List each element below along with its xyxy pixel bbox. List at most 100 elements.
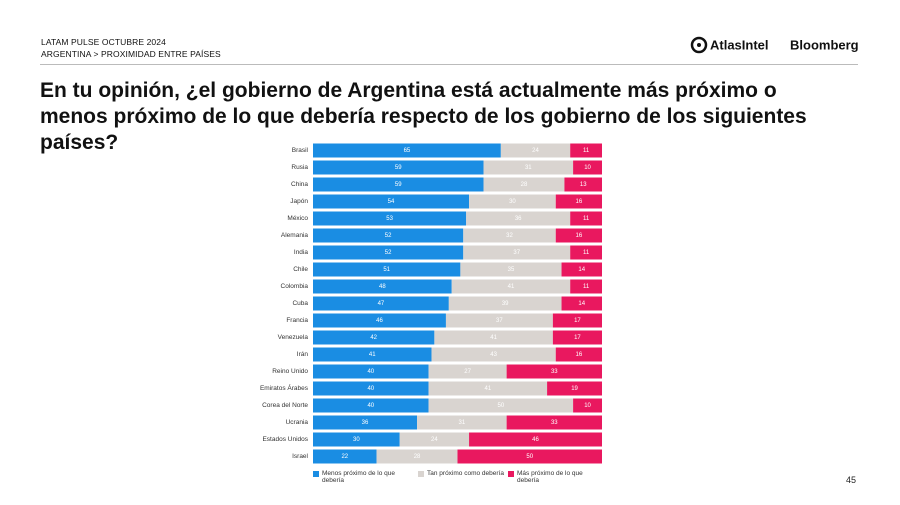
value-label: 36 <box>362 420 369 426</box>
bar-segment <box>466 211 571 226</box>
category-label: México <box>287 215 308 222</box>
value-label: 16 <box>576 233 583 239</box>
value-label: 10 <box>584 403 591 409</box>
category-label: Irán <box>297 351 309 358</box>
value-label: 17 <box>574 318 581 324</box>
survey-label: LATAM PULSE OCTUBRE 2024 <box>41 37 166 47</box>
value-label: 37 <box>496 318 503 324</box>
atlas-logo: AtlasIntel <box>710 37 769 52</box>
value-label: 11 <box>583 148 590 154</box>
bar-segment <box>313 347 432 362</box>
legend-label: Menos próximo de lo que debería <box>322 470 395 484</box>
bar-segment <box>552 330 602 345</box>
value-label: 42 <box>370 335 377 341</box>
value-label: 35 <box>508 267 515 273</box>
value-label: 40 <box>367 403 374 409</box>
category-label: Francia <box>286 317 308 324</box>
bar-segment <box>313 177 484 192</box>
bar-segment <box>428 364 507 379</box>
category-label: Venezuela <box>278 334 309 341</box>
bar-segment <box>434 330 553 345</box>
bar-segment <box>483 160 574 175</box>
value-label: 37 <box>513 250 520 256</box>
category-label: Japón <box>290 198 308 205</box>
value-label: 59 <box>395 165 402 171</box>
value-label: 39 <box>502 301 509 307</box>
value-label: 28 <box>414 454 421 460</box>
category-label: China <box>291 181 308 188</box>
value-label: 16 <box>576 199 583 205</box>
bar-segment <box>555 194 602 209</box>
bar-segment <box>547 381 602 396</box>
legend-item: Menos próximo de lo que debería <box>313 470 402 484</box>
category-label: Corea del Norte <box>262 402 308 409</box>
bar-segment <box>570 279 602 294</box>
value-label: 14 <box>578 267 585 273</box>
value-label: 52 <box>385 250 392 256</box>
bar-segment <box>463 228 556 243</box>
value-label: 47 <box>378 301 385 307</box>
value-label: 50 <box>526 454 533 460</box>
bar-segment <box>500 143 571 158</box>
bar-segment <box>573 160 602 175</box>
bar-segment <box>445 313 553 328</box>
category-label: Ucrania <box>286 419 309 426</box>
value-label: 31 <box>458 420 465 426</box>
legend-item: Tan próximo como debería <box>418 470 507 477</box>
value-label: 32 <box>506 233 513 239</box>
value-label: 24 <box>431 437 438 443</box>
bar-segment <box>313 313 446 328</box>
bar-segment <box>460 262 562 277</box>
bar-segment <box>451 279 571 294</box>
bar-segment <box>376 449 458 464</box>
bar-segment <box>448 296 562 311</box>
bar-segment <box>313 245 464 260</box>
value-label: 41 <box>485 386 492 392</box>
value-label: 36 <box>515 216 522 222</box>
legend-swatch <box>508 471 514 477</box>
bar-segment <box>561 296 602 311</box>
value-label: 11 <box>583 250 590 256</box>
bar-segment <box>313 211 467 226</box>
value-label: 41 <box>369 352 376 358</box>
value-label: 52 <box>385 233 392 239</box>
bar-segment <box>506 364 602 379</box>
category-label: Brasil <box>292 147 309 154</box>
atlas-icon-dot <box>697 43 701 47</box>
value-label: 17 <box>574 335 581 341</box>
value-label: 40 <box>367 369 374 375</box>
bar-segment <box>313 143 501 158</box>
category-label: Estados Unidos <box>262 436 308 443</box>
legend-swatch <box>418 471 424 477</box>
value-label: 41 <box>490 335 497 341</box>
bar-segment <box>399 432 470 447</box>
bar-segment <box>428 398 574 413</box>
legend-label: Tan próximo como debería <box>427 470 504 477</box>
value-label: 24 <box>532 148 539 154</box>
value-label: 33 <box>551 420 558 426</box>
bar-segment <box>313 432 400 447</box>
bar-segment <box>555 228 602 243</box>
bloomberg-logo: Bloomberg <box>790 37 859 52</box>
chart-title: En tu opinión, ¿el gobierno de Argentina… <box>40 79 807 154</box>
bar-segment <box>313 279 452 294</box>
value-label: 31 <box>525 165 532 171</box>
legend-swatch <box>313 471 319 477</box>
value-label: 50 <box>498 403 505 409</box>
value-label: 30 <box>353 437 360 443</box>
bar-segment <box>313 398 429 413</box>
value-label: 10 <box>584 165 591 171</box>
value-label: 19 <box>571 386 578 392</box>
bar-segment <box>313 296 449 311</box>
bar-segment <box>313 330 435 345</box>
value-label: 43 <box>490 352 497 358</box>
bar-segment <box>313 381 429 396</box>
bar-segment <box>561 262 602 277</box>
bar-segment <box>313 364 429 379</box>
bar-segment <box>573 398 602 413</box>
page-number: 45 <box>846 475 857 485</box>
value-label: 46 <box>376 318 383 324</box>
category-label: Cuba <box>292 300 308 307</box>
bar-segment <box>570 245 602 260</box>
